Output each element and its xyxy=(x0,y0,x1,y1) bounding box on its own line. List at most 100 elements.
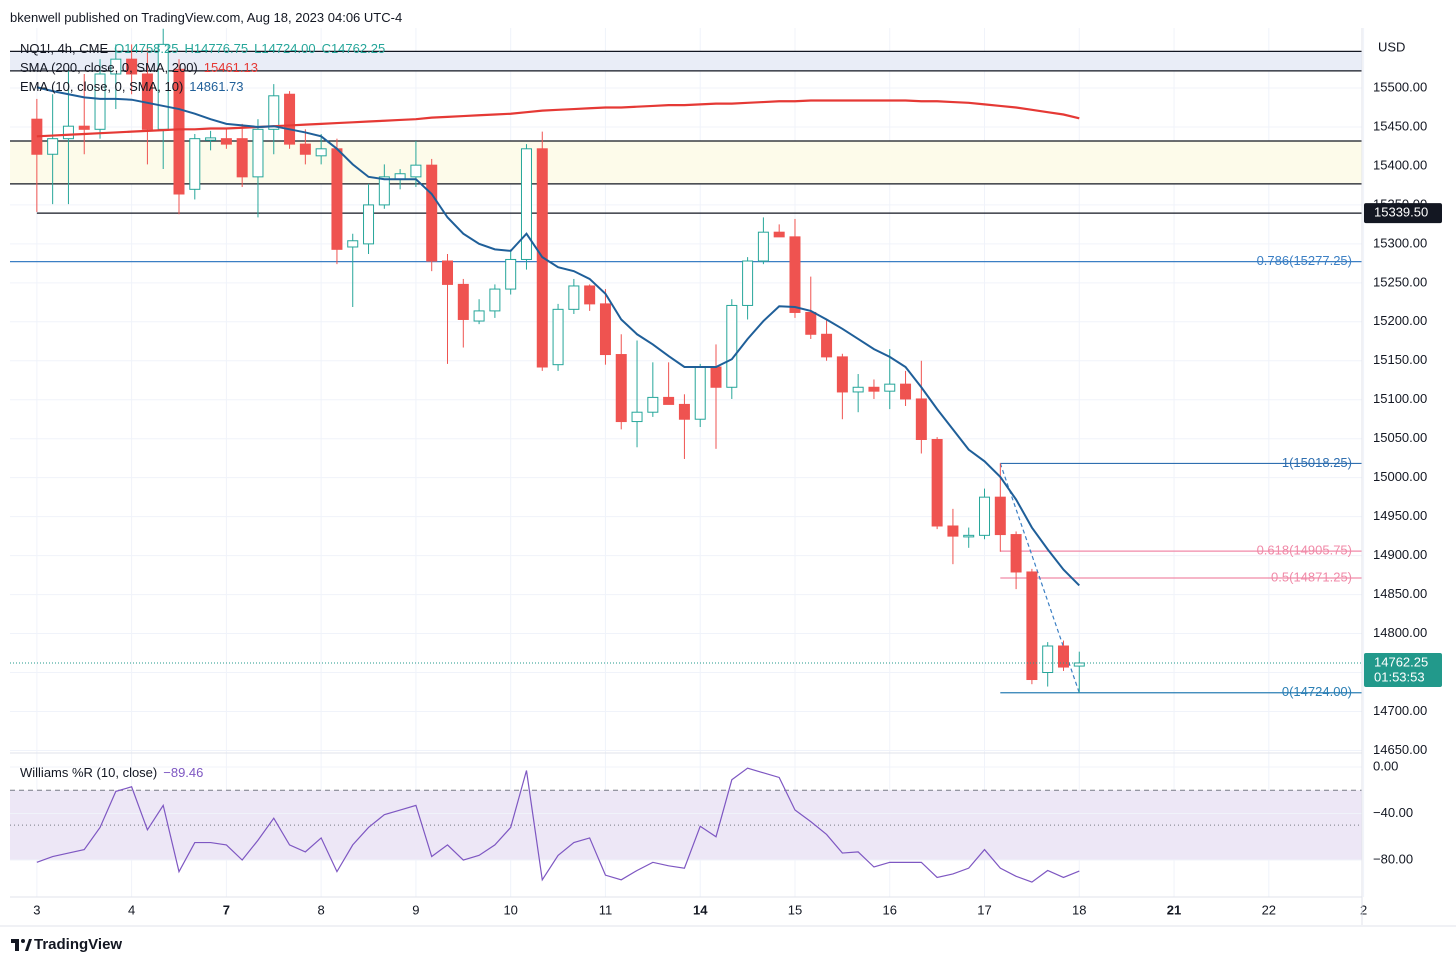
price-badge xyxy=(1364,203,1442,224)
legend-name: Williams %R (10, close) xyxy=(20,765,158,780)
candle-body xyxy=(442,260,454,285)
candle-body xyxy=(584,285,596,305)
legend-row: SMA (200, close, 0, SMA, 200) 15461.13 xyxy=(20,58,391,77)
candle-body xyxy=(900,383,912,400)
candle-body xyxy=(62,125,74,140)
y-tick-label: 14900.00 xyxy=(1373,547,1427,562)
legend-value: 14861.73 xyxy=(189,79,244,94)
candle-body xyxy=(852,386,864,393)
candle-body xyxy=(647,396,659,413)
candle-body xyxy=(315,148,327,157)
y-tick-label: 15500.00 xyxy=(1373,79,1427,94)
y-tick-label: 15200.00 xyxy=(1373,313,1427,328)
candle-body xyxy=(1057,645,1069,668)
y-tick-label: 14700.00 xyxy=(1373,703,1427,718)
candle-body xyxy=(520,148,532,260)
y-tick-label: −40.00 xyxy=(1373,805,1413,820)
candle-body xyxy=(615,354,627,423)
currency: USD xyxy=(1378,39,1405,54)
fib-trend xyxy=(999,463,1080,693)
candle-body xyxy=(378,176,390,206)
candle-body xyxy=(552,308,564,366)
x-tick-label: 14 xyxy=(693,902,708,917)
candle-body xyxy=(1042,645,1054,674)
candle-body xyxy=(284,93,296,145)
candle-body xyxy=(947,525,959,537)
fib-label: 0(14724.00) xyxy=(1282,684,1352,699)
x-tick-label: 18 xyxy=(1072,902,1086,917)
y-tick-label: 15450.00 xyxy=(1373,118,1427,133)
y-tick-label: 14850.00 xyxy=(1373,586,1427,601)
legend-ohlc: L14724.00 xyxy=(254,41,316,56)
candle-body xyxy=(489,288,501,312)
candle-body xyxy=(252,128,264,178)
candle-body xyxy=(1010,534,1022,573)
candle-body xyxy=(126,58,138,75)
candle-body xyxy=(821,333,833,358)
legend-ohlc: H14776.75 xyxy=(184,41,249,56)
candle-body xyxy=(426,164,438,262)
x-tick-label: 22 xyxy=(1262,902,1276,917)
candle-body xyxy=(979,496,991,536)
candle-body xyxy=(568,285,580,310)
candle-body xyxy=(773,231,785,238)
x-tick-label: 8 xyxy=(318,902,325,917)
candle-body xyxy=(663,396,675,405)
price-badge xyxy=(1364,652,1442,687)
candle-body xyxy=(331,148,343,250)
candle-body xyxy=(220,138,232,145)
fib-label: 0.786(15277.25) xyxy=(1257,253,1352,268)
fib-label: 0.618(14905.75) xyxy=(1257,543,1352,558)
x-tick-label: 2 xyxy=(1360,902,1367,917)
y-tick-label: 15400.00 xyxy=(1373,157,1427,172)
candle-body xyxy=(94,73,106,130)
y-tick-label: 0.00 xyxy=(1373,758,1398,773)
candle-body xyxy=(1026,571,1038,681)
y-tick-label: 15300.00 xyxy=(1373,235,1427,250)
legend-value: 15461.13 xyxy=(203,60,258,75)
x-tick-label: 15 xyxy=(788,902,802,917)
y-tick-label: 14800.00 xyxy=(1373,625,1427,640)
candle-body xyxy=(931,438,943,527)
legend-name: EMA (10, close, 0, SMA, 10) xyxy=(20,79,184,94)
legend-ohlc: O14758.25 xyxy=(114,41,179,56)
candle-body xyxy=(78,125,90,130)
legend-ohlc: C14762.25 xyxy=(321,41,386,56)
legend-row: EMA (10, close, 0, SMA, 10) 14861.73 xyxy=(20,77,391,96)
candle-body xyxy=(410,164,422,178)
x-tick-label: 10 xyxy=(503,902,517,917)
candle-body xyxy=(994,496,1006,536)
y-tick-label: 15000.00 xyxy=(1373,469,1427,484)
header: bkenwell published on TradingView.com, A… xyxy=(10,10,403,25)
y-tick-label: 14650.00 xyxy=(1373,742,1427,757)
candle-body xyxy=(836,356,848,393)
legend-name: SMA (200, close, 0, SMA, 200) xyxy=(20,60,198,75)
candle-body xyxy=(205,137,217,141)
x-tick-label: 4 xyxy=(128,902,135,917)
y-tick-label: 15150.00 xyxy=(1373,352,1427,367)
candle-body xyxy=(1073,662,1085,667)
candle-body xyxy=(189,138,201,190)
candle-body xyxy=(299,143,311,155)
legend-main: NQ1!, 4h, CME O14758.25 H14776.75 L14724.00… xyxy=(20,39,391,96)
candle-body xyxy=(110,58,122,75)
y-tick-label: −80.00 xyxy=(1373,851,1413,866)
candle-body xyxy=(173,68,185,195)
y-tick-label: 15050.00 xyxy=(1373,430,1427,445)
candle-body xyxy=(805,311,817,335)
countdown: 01:53:53 xyxy=(1374,669,1425,684)
x-tick-label: 9 xyxy=(412,902,419,917)
legend-value: −89.46 xyxy=(163,765,204,780)
candle-body xyxy=(789,236,801,313)
legend-symbol: NQ1!, 4h, CME xyxy=(20,41,109,56)
price-badge-label: 15339.50 xyxy=(1374,205,1428,220)
x-tick-label: 7 xyxy=(223,902,230,917)
candle-body xyxy=(236,138,248,178)
y-tick-label: 15100.00 xyxy=(1373,391,1427,406)
candle-body xyxy=(694,366,706,420)
candle-body xyxy=(963,534,975,538)
candle-body xyxy=(505,258,517,290)
zone xyxy=(10,141,1362,184)
